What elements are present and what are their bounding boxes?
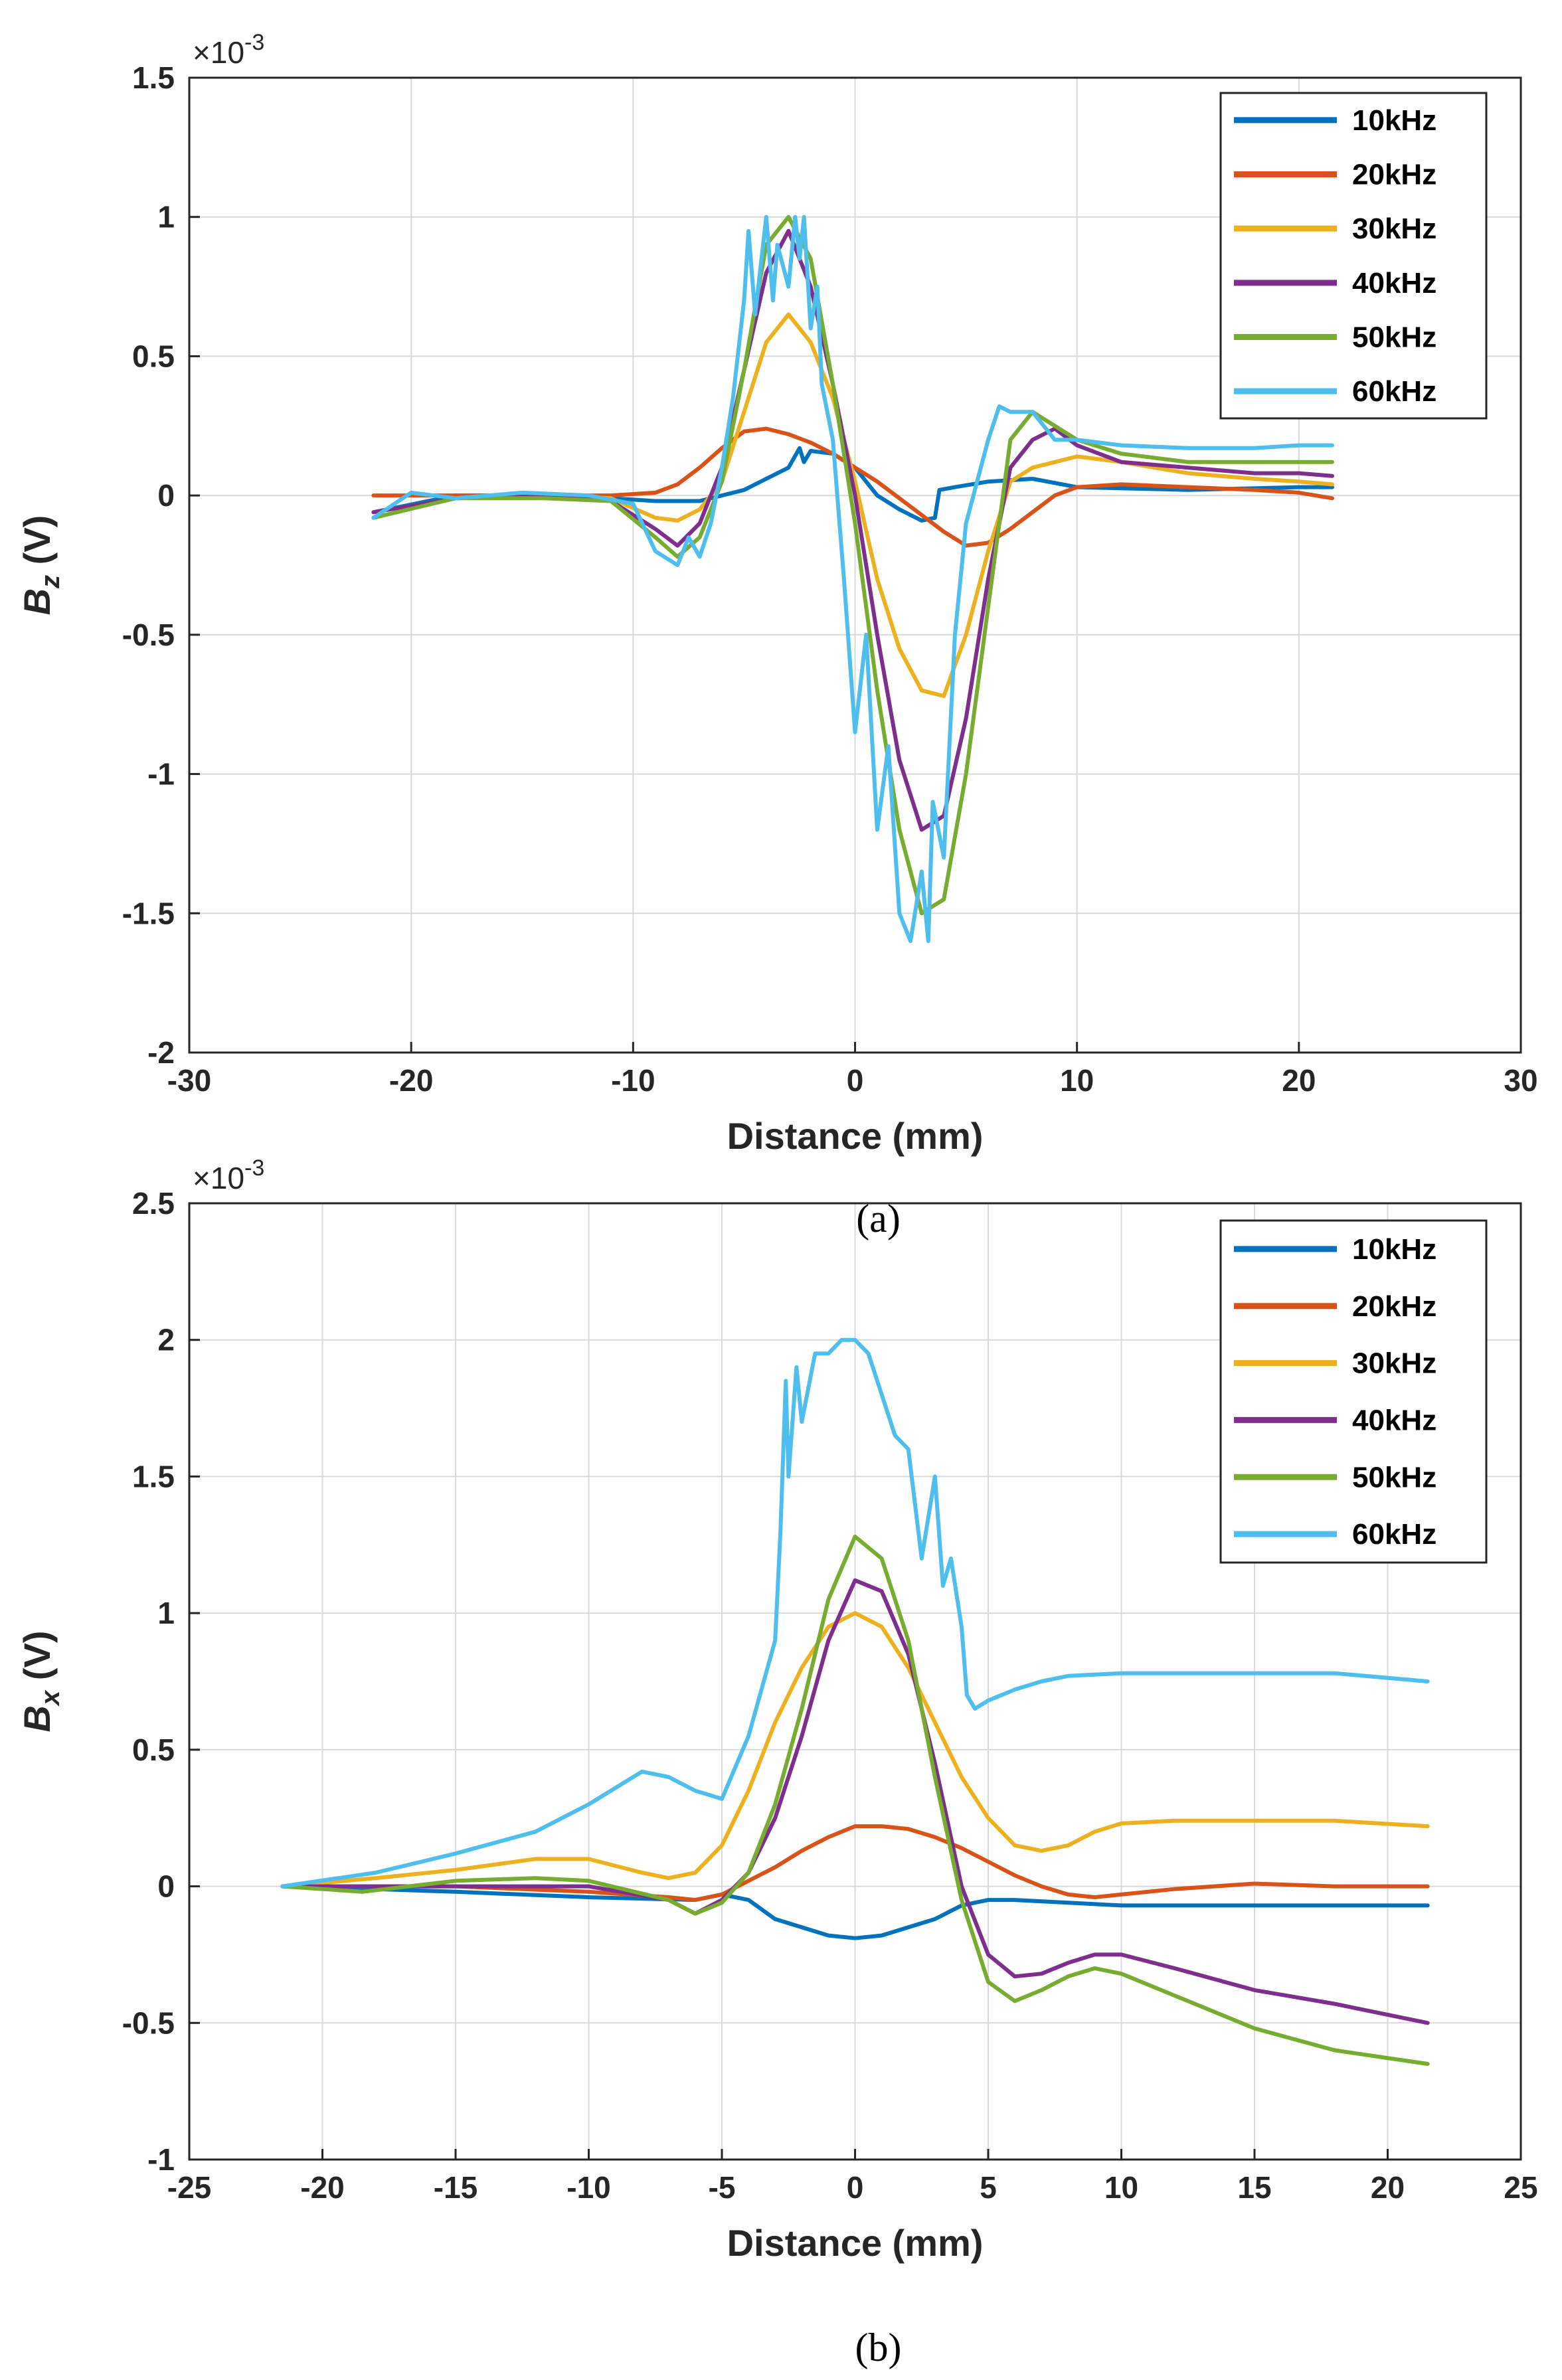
legend: 10kHz 20kHz 30kHz 40kHz 50kHz 60kHz — [1219, 1219, 1488, 1564]
series-line-50kHz — [371, 214, 1334, 916]
x-tick-label: -20 — [389, 1063, 433, 1098]
plot-frame — [188, 1202, 1522, 2161]
legend-entry: 40kHz — [1352, 267, 1436, 299]
x-axis-label: Distance (mm) — [727, 2222, 984, 2264]
series-lines — [371, 214, 1334, 944]
y-tick-label: 0.5 — [132, 339, 175, 373]
x-tick-label: 0 — [847, 2170, 864, 2205]
x-tick-label: -15 — [434, 2170, 477, 2205]
x-tick-label: 10 — [1104, 2170, 1138, 2205]
y-tick-label: -1 — [147, 757, 175, 792]
x-tick-label: -30 — [167, 1063, 211, 1098]
legend: 10kHz 20kHz 30kHz 40kHz 50kHz 60kHz — [1219, 92, 1488, 420]
series-line-50kHz — [280, 1534, 1430, 2066]
exponent-base: ×10 — [193, 35, 244, 70]
legend-entry: 60kHz — [1352, 375, 1436, 408]
series-line-20kHz — [371, 426, 1334, 548]
y-tick-label: 0.5 — [132, 1733, 175, 1767]
x-tick-label: -5 — [709, 2170, 736, 2205]
x-tick-label: 20 — [1371, 2170, 1405, 2205]
x-tick-label: -25 — [167, 2170, 211, 2205]
y-label-unit: (V) — [16, 1631, 58, 1691]
exponent-power: -3 — [244, 30, 264, 55]
x-tick-label: -10 — [611, 1063, 655, 1098]
chart-panel-b: -25 -20 -15 -10 -5 0 5 10 15 20 25 -1 -0.5 0 0.5 1 1.5 2 2… — [16, 1155, 1538, 2369]
y-axis-label: Bz (V) — [16, 515, 65, 616]
legend-entry: 10kHz — [1352, 1233, 1436, 1266]
y-label-sub: x — [36, 1689, 65, 1707]
x-tick-label: 10 — [1060, 1063, 1094, 1098]
y-axis-label: Bx (V) — [16, 1631, 65, 1733]
series-line-40kHz — [371, 228, 1334, 832]
legend-entry: 30kHz — [1352, 212, 1436, 245]
legend-entry: 40kHz — [1352, 1404, 1436, 1436]
series-line-60kHz — [371, 214, 1334, 944]
legend-entry: 20kHz — [1352, 159, 1436, 191]
y-label-unit: (V) — [16, 515, 58, 575]
x-tick-label: 30 — [1504, 1063, 1537, 1098]
y-label-main: B — [16, 588, 58, 615]
legend-entry: 50kHz — [1352, 321, 1436, 354]
y-tick-label: 0 — [157, 1869, 175, 1904]
y-tick-label: -1 — [147, 2142, 175, 2177]
y-tick-label: 1.5 — [132, 1459, 175, 1493]
y-tick-label: -0.5 — [122, 2005, 175, 2040]
y-tick-label: 1.5 — [132, 60, 175, 95]
x-tick-label: -20 — [300, 2170, 344, 2205]
x-axis-label: Distance (mm) — [727, 1115, 984, 1157]
tick-labels: -25 -20 -15 -10 -5 0 5 10 15 20 25 -1 -0.5 0 0.5 1 1.5 2 2… — [122, 1186, 1538, 2205]
exponent-power: -3 — [244, 1155, 264, 1181]
exponent-multiplier: ×10-3 — [193, 30, 264, 70]
x-tick-label: 0 — [847, 1063, 864, 1098]
series-line-20kHz — [280, 1824, 1430, 1903]
chart-panel-a: -30 -20 -10 0 10 20 30 -2 -1.5 -1 -0.5 0 0.5 1 1.5 Dis… — [16, 30, 1538, 1240]
y-tick-label: -0.5 — [122, 618, 175, 652]
series-line-30kHz — [280, 1611, 1430, 1889]
y-label-sub: z — [36, 575, 65, 589]
x-tick-label: 15 — [1237, 2170, 1271, 2205]
series-line-60kHz — [280, 1337, 1430, 1889]
y-label-main: B — [16, 1705, 58, 1732]
legend-entry: 10kHz — [1352, 104, 1436, 137]
x-tick-label: 20 — [1282, 1063, 1316, 1098]
y-tick-label: 2.5 — [132, 1186, 175, 1221]
y-tick-label: 1 — [157, 200, 175, 234]
y-tick-label: 2 — [157, 1323, 175, 1357]
legend-box — [1219, 1219, 1488, 1564]
legend-box — [1219, 92, 1488, 420]
exponent-base: ×10 — [193, 1161, 244, 1195]
y-tick-label: 1 — [157, 1596, 175, 1630]
exponent-multiplier: ×10-3 — [193, 1155, 264, 1195]
y-tick-label: -1.5 — [122, 896, 175, 930]
x-tick-label: 25 — [1504, 2170, 1537, 2205]
legend-entry: 20kHz — [1352, 1290, 1436, 1323]
y-tick-label: 0 — [157, 478, 175, 513]
tick-labels: -30 -20 -10 0 10 20 30 -2 -1.5 -1 -0.5 0 0.5 1 1.5 — [122, 60, 1538, 1098]
legend-entry: 50kHz — [1352, 1461, 1436, 1493]
series-line-30kHz — [371, 312, 1334, 699]
legend-entry: 30kHz — [1352, 1347, 1436, 1380]
series-line-10kHz — [280, 1884, 1430, 1940]
y-tick-label: -2 — [147, 1035, 175, 1070]
plot-frame — [188, 76, 1522, 1054]
panel-caption: (b) — [855, 2326, 902, 2369]
x-tick-label: 5 — [980, 2170, 997, 2205]
legend-entry: 60kHz — [1352, 1518, 1436, 1551]
series-lines — [280, 1337, 1430, 2066]
x-tick-label: -10 — [566, 2170, 610, 2205]
